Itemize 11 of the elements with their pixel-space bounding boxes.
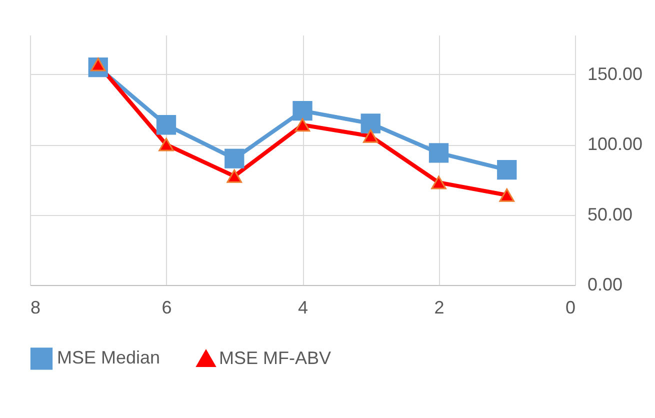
y-tick-label: 150.00 (588, 64, 643, 84)
y-tick-label: 0.00 (588, 274, 623, 294)
legend-label: MSE Median (57, 348, 160, 368)
y-tick-label: 50.00 (588, 204, 633, 224)
x-tick-label: 6 (162, 298, 172, 318)
x-tick-label: 4 (298, 298, 308, 318)
x-tick-label: 2 (434, 298, 444, 318)
x-tick-label: 8 (30, 298, 41, 318)
y-tick-label: 100.00 (588, 134, 643, 154)
legend-label: MSE MF-ABV (219, 348, 332, 368)
x-tick-label: 0 (565, 298, 576, 318)
